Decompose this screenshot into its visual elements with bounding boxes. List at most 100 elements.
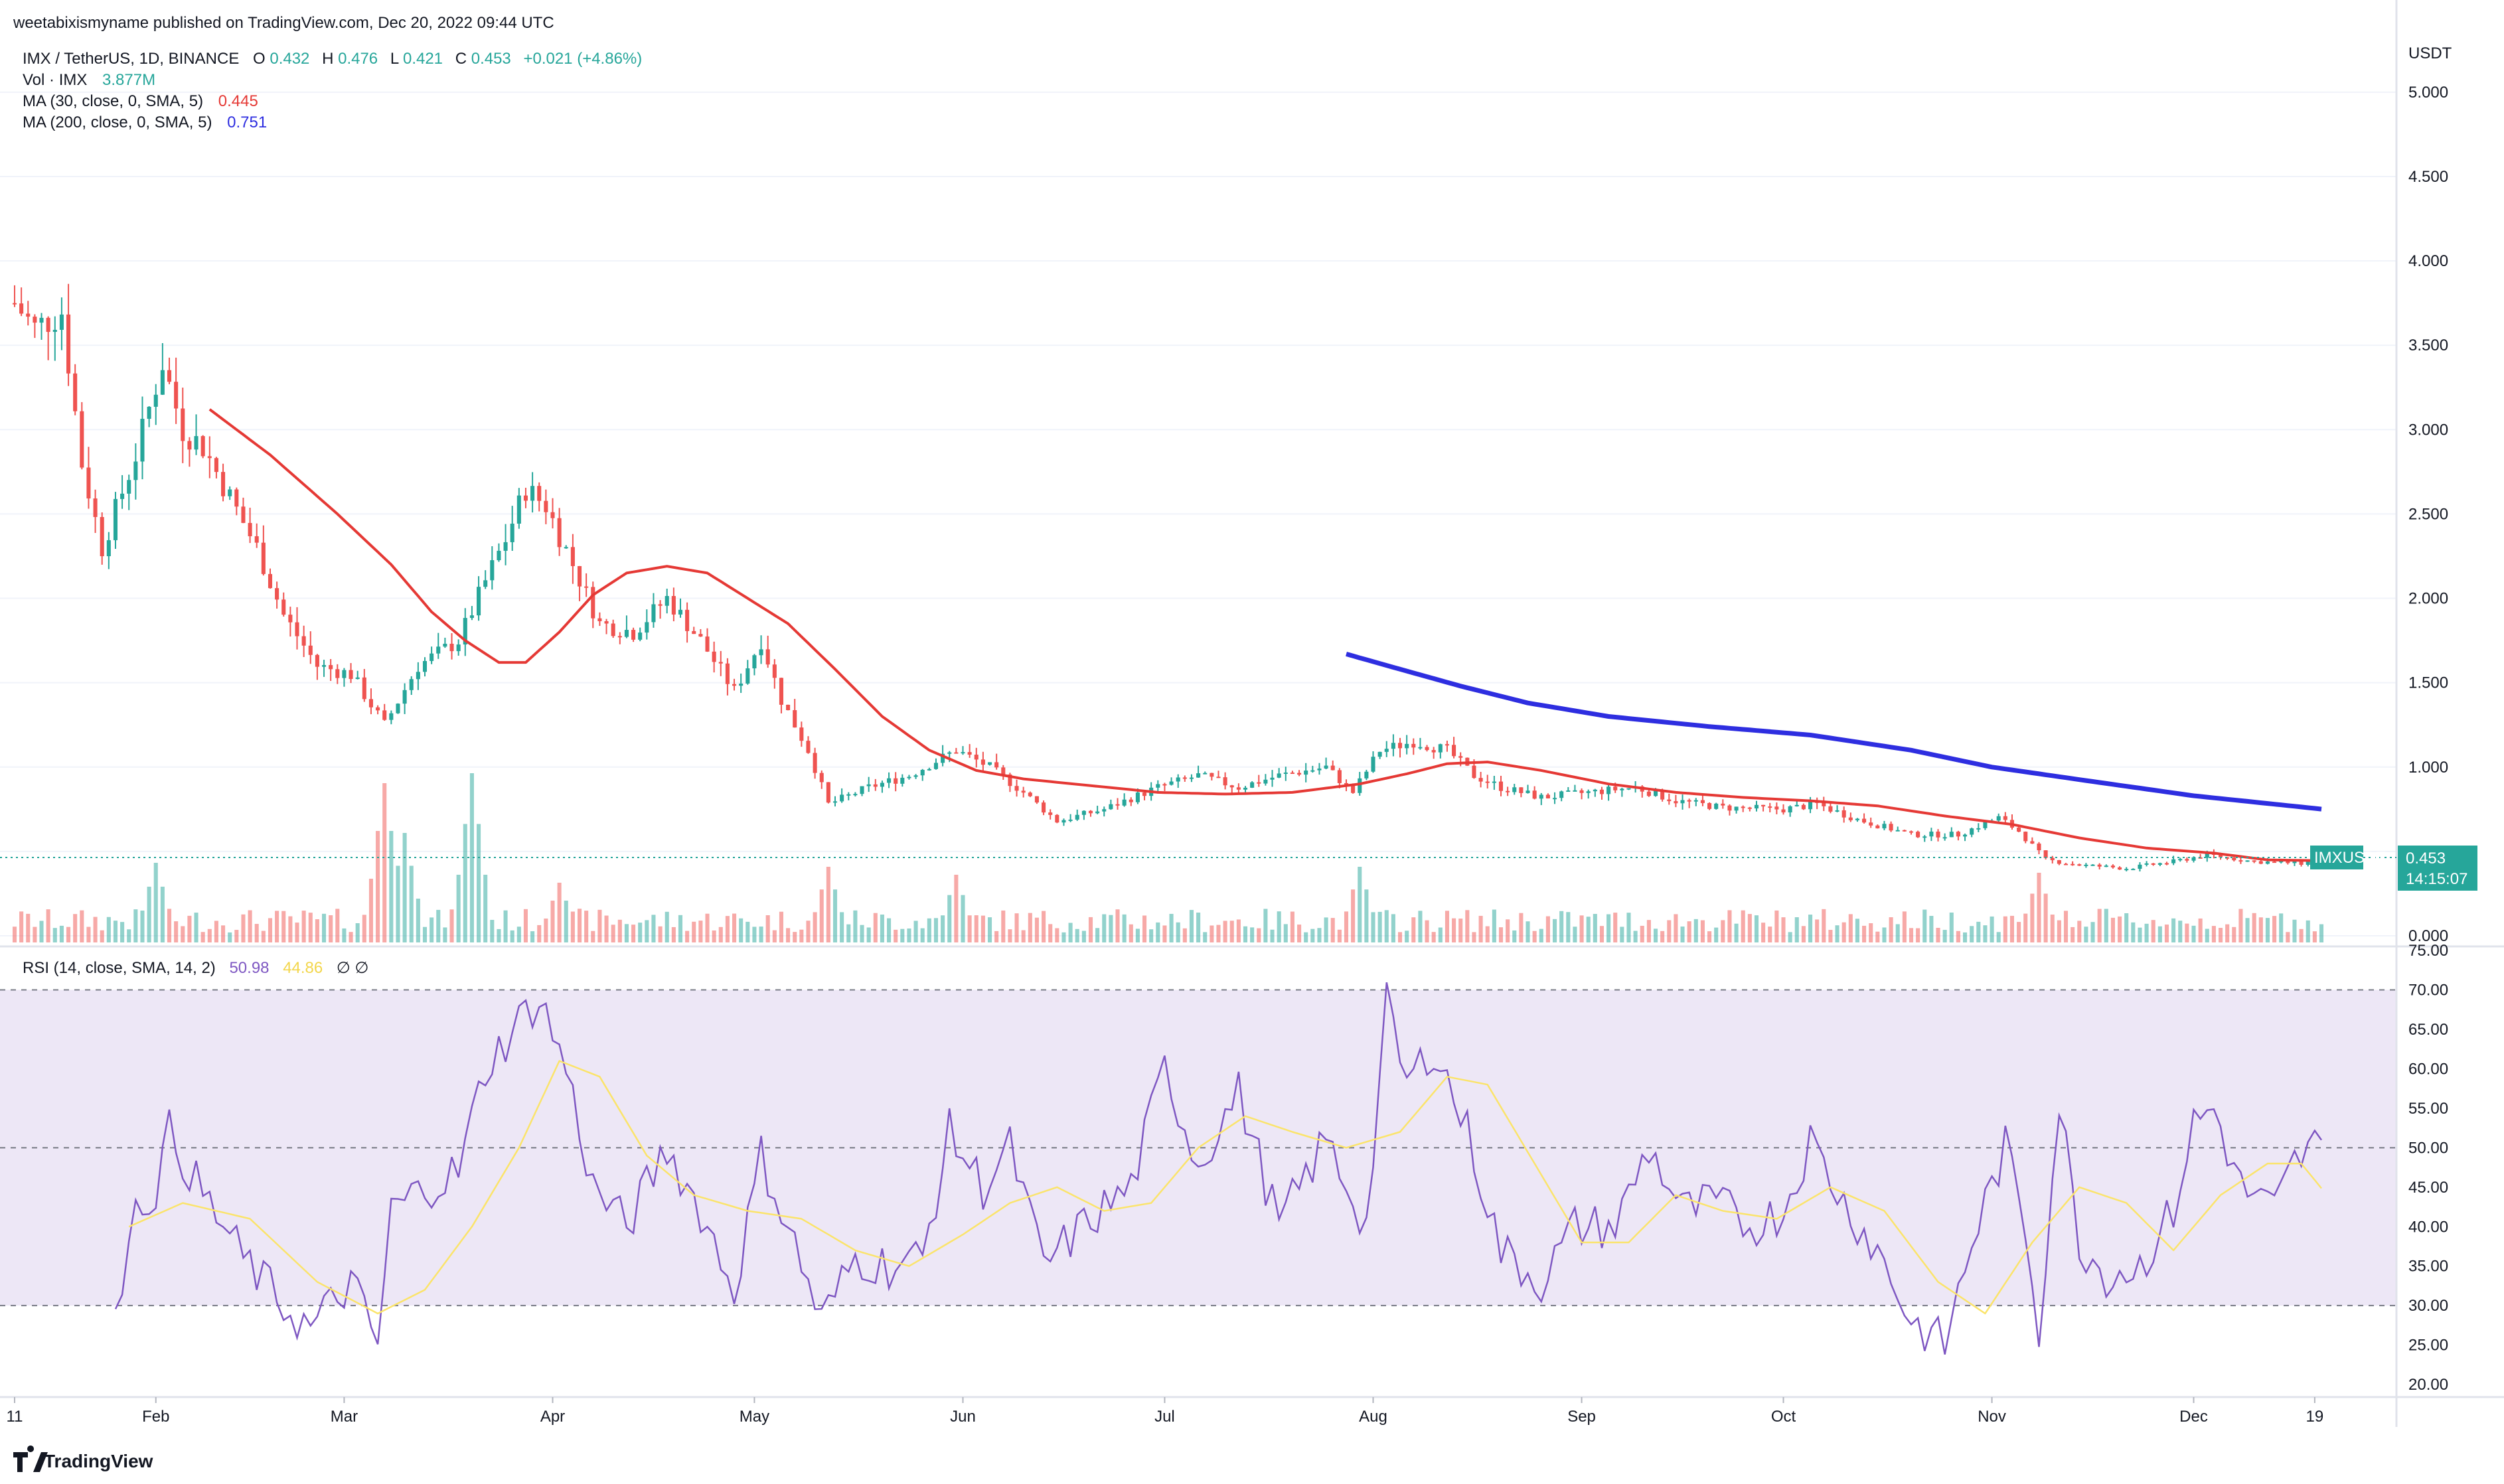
volume-bar (765, 915, 770, 942)
candle-body (1559, 791, 1564, 798)
candle-body (1317, 768, 1322, 771)
candle-body (140, 419, 145, 462)
time-axis[interactable]: 11 Feb Mar Apr May Jun Jul Aug Sep Oct Nov Dec 19 (7, 1397, 2324, 1426)
candle-body (389, 713, 394, 720)
candle-body (873, 784, 878, 787)
volume-bar (221, 925, 226, 942)
volume-bar (1747, 914, 1752, 942)
candle-body (200, 436, 205, 457)
volume-bar (1620, 927, 1624, 942)
volume-bar (1606, 914, 1611, 942)
volume-bar (1391, 914, 1395, 942)
volume-bar (2292, 919, 2297, 942)
candle-body (1674, 801, 1678, 804)
volume-bar (382, 783, 387, 942)
candle-body (1801, 804, 1806, 810)
volume-bars (12, 773, 2324, 942)
volume-bar (799, 929, 804, 942)
candle-body (2077, 864, 2082, 866)
ma30-legend[interactable]: MA (30, close, 0, SMA, 5) 0.445 (23, 92, 258, 110)
volume-bar (376, 831, 380, 942)
candle-body (308, 645, 313, 655)
candle-body (349, 670, 353, 680)
candle-body (1028, 792, 1032, 796)
volume-bar (1889, 917, 1893, 942)
candle-body (66, 314, 71, 374)
candle-body (228, 489, 232, 496)
candle-body (1693, 800, 1698, 802)
volume-bar (2238, 909, 2243, 942)
candle-body (1573, 790, 1577, 792)
volume-bar (463, 824, 467, 942)
volume-bar (1465, 910, 1470, 942)
volume-bar (732, 913, 737, 942)
candle-body (1506, 790, 1510, 792)
volume-bar (2198, 918, 2203, 942)
volume-bar (2157, 926, 2162, 942)
candle-body (705, 636, 710, 652)
candle-body (1902, 830, 1907, 832)
volume-bar (26, 913, 31, 942)
volume-bar (2084, 927, 2088, 942)
volume-bar (254, 924, 259, 942)
rsi-axis-label: 55.00 (2408, 1100, 2448, 1118)
candle-body (1808, 801, 1813, 810)
volume-bar (631, 925, 636, 942)
open-label: O (253, 50, 266, 68)
candle-body (321, 665, 327, 667)
volume-bar (813, 912, 817, 942)
volume-bar (1149, 929, 1154, 942)
candle-body (1889, 824, 1893, 831)
volume-bar (698, 921, 703, 942)
candle-body (530, 486, 535, 501)
volume-bar (59, 925, 64, 942)
volume-bar (1324, 917, 1328, 942)
volume-bar (1646, 920, 1651, 942)
volume-bar (611, 925, 615, 942)
candle-body (2252, 860, 2256, 862)
ma200-legend[interactable]: MA (200, close, 0, SMA, 5) 0.751 (23, 113, 267, 131)
candle-body (1680, 800, 1685, 804)
volume-bar (793, 932, 797, 942)
candle-body (2084, 864, 2088, 866)
volume-bar (1498, 927, 1504, 942)
volume-bar (1169, 913, 1174, 942)
volume-bar (1196, 913, 1201, 942)
candle-body (739, 683, 743, 686)
volume-bar (396, 865, 400, 942)
candle-body (779, 678, 783, 705)
rsi-axis[interactable]: 75.00 70.00 65.00 60.00 55.00 50.00 45.00 40.00… (2408, 942, 2448, 1394)
volume-bar (1229, 921, 1234, 942)
candle-body (1210, 773, 1214, 777)
volume-bar (2009, 915, 2015, 942)
volume-bar (570, 911, 575, 942)
volume-bar (1936, 928, 1940, 942)
volume-bar (443, 927, 447, 942)
candle-body (1425, 747, 1429, 751)
candle-body (2232, 857, 2236, 861)
candle-body (718, 662, 723, 664)
rsi-legend[interactable]: RSI (14, close, SMA, 14, 2) 50.98 44.86 … (23, 959, 368, 977)
candle-body (1458, 756, 1463, 758)
volume-bar (261, 930, 266, 942)
candle-body (1566, 790, 1571, 792)
volume-bar (665, 911, 669, 942)
volume-bar (745, 921, 750, 942)
volume-bar (430, 917, 434, 942)
candle-body (1687, 800, 1691, 802)
time-axis-label: Nov (1978, 1408, 2006, 1426)
candle-body (402, 690, 407, 704)
candle-body (497, 550, 501, 561)
volume-legend[interactable]: Vol · IMX 3.877M (23, 71, 155, 89)
price-axis-unit: USDT (2408, 44, 2452, 62)
candle-body (174, 382, 179, 409)
tradingview-logo[interactable]: TradingView (13, 1446, 153, 1472)
volume-bar (402, 833, 407, 942)
candle-body (994, 762, 999, 768)
candle-body (1445, 744, 1449, 746)
volume-bar (2211, 926, 2216, 942)
volume-bar (2178, 921, 2183, 942)
volume-bar (1835, 925, 1839, 942)
ohlc-legend[interactable]: IMX / TetherUS, 1D, BINANCE O 0.432 H 0.… (23, 50, 642, 68)
